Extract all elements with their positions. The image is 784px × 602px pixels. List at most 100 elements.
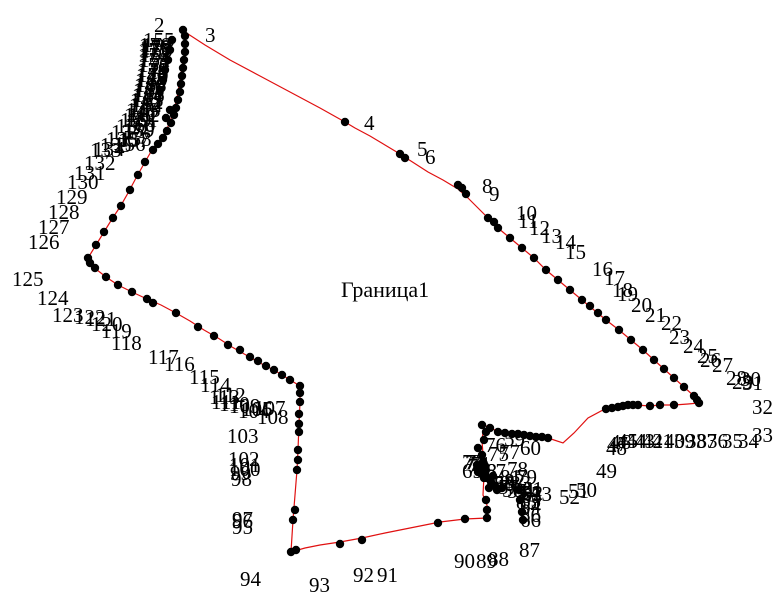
vertex-dot bbox=[507, 429, 517, 439]
point-label-24: 24 bbox=[683, 334, 705, 358]
point-label-154: 154 bbox=[142, 33, 174, 57]
vertex-dot bbox=[500, 428, 510, 438]
point-label-58: 58 bbox=[494, 471, 515, 495]
point-label-73: 73 bbox=[465, 450, 486, 474]
point-label-57: 57 bbox=[498, 475, 519, 499]
point-label-133: 133 bbox=[90, 138, 122, 162]
point-label-10: 10 bbox=[516, 201, 537, 225]
point-label-172: 172 bbox=[138, 53, 170, 77]
vertex-dot bbox=[179, 55, 189, 65]
point-label-179: 179 bbox=[140, 35, 172, 59]
point-label-161: 161 bbox=[126, 108, 158, 132]
point-label-34: 34 bbox=[738, 429, 760, 453]
point-label-112: 112 bbox=[215, 383, 246, 407]
vertex-dot bbox=[461, 189, 471, 199]
point-label-17: 17 bbox=[604, 266, 625, 290]
vertex-dot bbox=[295, 397, 305, 407]
point-label-69: 69 bbox=[462, 459, 483, 483]
point-label-145: 145 bbox=[133, 78, 165, 102]
vertex-dot bbox=[158, 75, 168, 85]
point-label-12: 12 bbox=[529, 216, 550, 240]
vertex-dot bbox=[553, 275, 563, 285]
point-label-79: 79 bbox=[516, 465, 537, 489]
vertex-dot bbox=[689, 391, 699, 401]
point-label-135: 135 bbox=[100, 133, 132, 157]
point-label-139: 139 bbox=[120, 108, 152, 132]
point-label-41: 41 bbox=[652, 429, 673, 453]
point-label-143: 143 bbox=[130, 88, 162, 112]
vertex-dot bbox=[340, 117, 350, 127]
point-label-9: 9 bbox=[489, 182, 500, 206]
point-label-123: 123 bbox=[52, 303, 84, 327]
point-label-2: 2 bbox=[154, 13, 165, 37]
point-label-51: 51 bbox=[568, 479, 589, 503]
point-label-19: 19 bbox=[617, 282, 638, 306]
point-label-117: 117 bbox=[148, 345, 179, 369]
point-label-104: 104 bbox=[238, 399, 270, 423]
vertex-dot bbox=[493, 223, 503, 233]
point-label-149: 149 bbox=[137, 58, 169, 82]
point-label-87: 87 bbox=[519, 538, 540, 562]
point-label-124: 124 bbox=[37, 286, 69, 310]
point-label-132: 132 bbox=[84, 151, 116, 175]
vertex-dot bbox=[489, 217, 499, 227]
vertex-dot bbox=[335, 539, 345, 549]
vertex-dot bbox=[479, 435, 489, 445]
point-label-109: 109 bbox=[229, 394, 261, 418]
vertex-dot bbox=[655, 400, 665, 410]
vertex-dot bbox=[515, 495, 525, 505]
vertex-dot bbox=[481, 495, 491, 505]
point-label-50: 50 bbox=[576, 478, 597, 502]
point-label-39: 39 bbox=[674, 429, 695, 453]
point-label-88: 88 bbox=[488, 547, 509, 571]
point-label-175: 175 bbox=[138, 38, 170, 62]
vertex-dot bbox=[585, 301, 595, 311]
vertex-dot bbox=[357, 535, 367, 545]
point-label-138: 138 bbox=[116, 114, 148, 138]
point-label-63: 63 bbox=[521, 484, 542, 508]
vertex-dot bbox=[483, 213, 493, 223]
point-label-106: 106 bbox=[241, 397, 273, 421]
vertex-dot bbox=[180, 31, 190, 41]
vertex-dot bbox=[473, 467, 483, 477]
point-label-68: 68 bbox=[476, 459, 497, 483]
vertex-dot bbox=[541, 265, 551, 275]
point-label-30: 30 bbox=[740, 367, 761, 391]
point-label-47: 47 bbox=[607, 432, 628, 456]
vertex-dot bbox=[295, 381, 305, 391]
vertex-dot bbox=[142, 294, 152, 304]
vertex-dot bbox=[514, 485, 524, 495]
point-label-6: 6 bbox=[425, 145, 436, 169]
point-label-170: 170 bbox=[137, 63, 169, 87]
vertex-dot bbox=[477, 450, 487, 460]
vertex-dot bbox=[209, 331, 219, 341]
vertex-dot bbox=[160, 65, 170, 75]
point-label-20: 20 bbox=[631, 293, 652, 317]
area-label: Граница1 bbox=[341, 277, 429, 302]
vertex-dot bbox=[90, 263, 100, 273]
point-labels: 2 345689101112131415161718192021222324252… bbox=[12, 13, 773, 597]
point-label-177: 177 bbox=[139, 39, 171, 63]
vertex-dot bbox=[162, 126, 172, 136]
vertex-dot bbox=[679, 382, 689, 392]
point-label-15: 15 bbox=[565, 240, 586, 264]
point-label-14: 14 bbox=[555, 230, 577, 254]
vertex-dot bbox=[517, 243, 527, 253]
vertex-dot bbox=[140, 157, 150, 167]
point-label-81: 81 bbox=[500, 465, 521, 489]
vertex-dot bbox=[645, 401, 655, 411]
vertex-dot bbox=[116, 201, 126, 211]
point-label-82: 82 bbox=[504, 469, 525, 493]
vertex-dot bbox=[127, 287, 137, 297]
vertex-dot bbox=[176, 79, 186, 89]
vertex-dot bbox=[288, 515, 298, 525]
point-label-144: 144 bbox=[132, 83, 164, 107]
point-label-122: 122 bbox=[74, 305, 106, 329]
point-label-21: 21 bbox=[645, 303, 666, 327]
vertex-dot bbox=[633, 400, 643, 410]
vertex-dot bbox=[148, 145, 158, 155]
point-label-167: 167 bbox=[134, 78, 166, 102]
point-label-91: 91 bbox=[377, 563, 398, 587]
point-label-108: 108 bbox=[257, 405, 289, 429]
point-label-169: 169 bbox=[136, 68, 168, 92]
